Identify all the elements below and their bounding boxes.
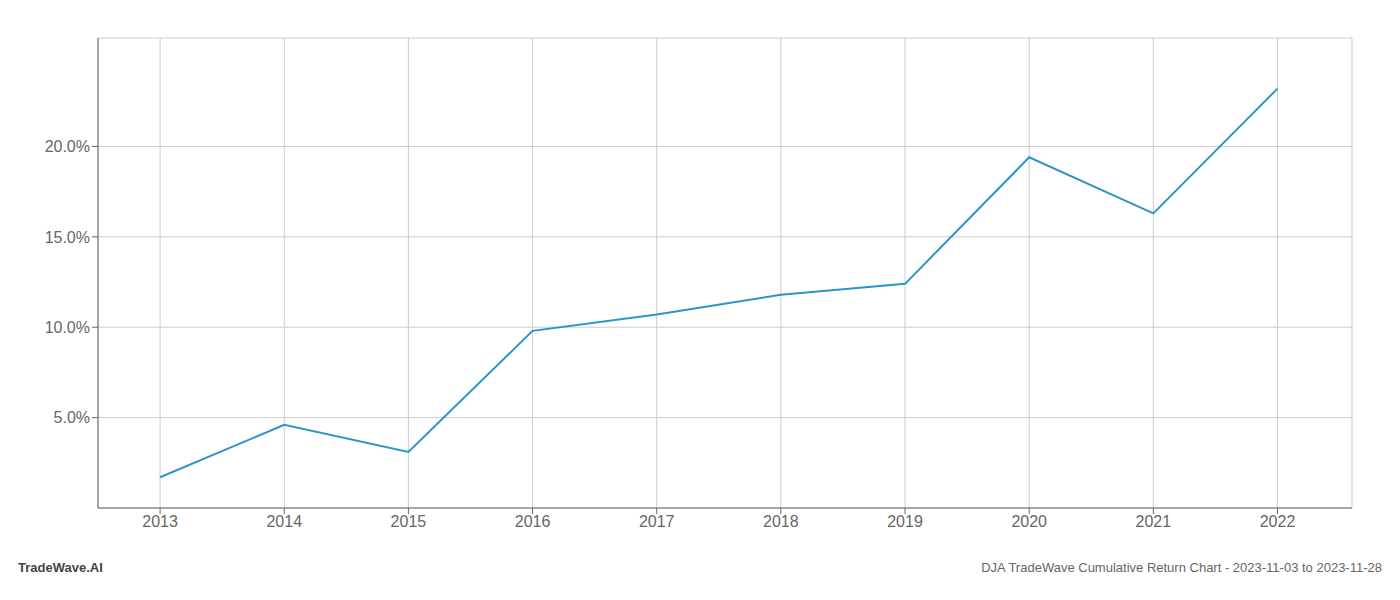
html-text:TradeWave.AI: TradeWave.AI bbox=[18, 560, 103, 575]
html-text:DJA TradeWave Cumulative Retur: DJA TradeWave Cumulative Return Chart - … bbox=[981, 560, 1382, 575]
svg-text:2021: 2021 bbox=[1136, 513, 1172, 530]
svg-text:15.0%: 15.0% bbox=[45, 229, 90, 246]
svg-text:2022: 2022 bbox=[1260, 513, 1296, 530]
svg-text:20.0%: 20.0% bbox=[45, 138, 90, 155]
svg-text:2017: 2017 bbox=[639, 513, 675, 530]
svg-text:10.0%: 10.0% bbox=[45, 319, 90, 336]
svg-text:2018: 2018 bbox=[763, 513, 799, 530]
svg-text:2020: 2020 bbox=[1011, 513, 1047, 530]
svg-text:2014: 2014 bbox=[266, 513, 302, 530]
svg-text:2016: 2016 bbox=[515, 513, 551, 530]
svg-text:2013: 2013 bbox=[142, 513, 178, 530]
svg-text:2019: 2019 bbox=[887, 513, 923, 530]
svg-text:2015: 2015 bbox=[391, 513, 427, 530]
svg-text:5.0%: 5.0% bbox=[54, 409, 90, 426]
